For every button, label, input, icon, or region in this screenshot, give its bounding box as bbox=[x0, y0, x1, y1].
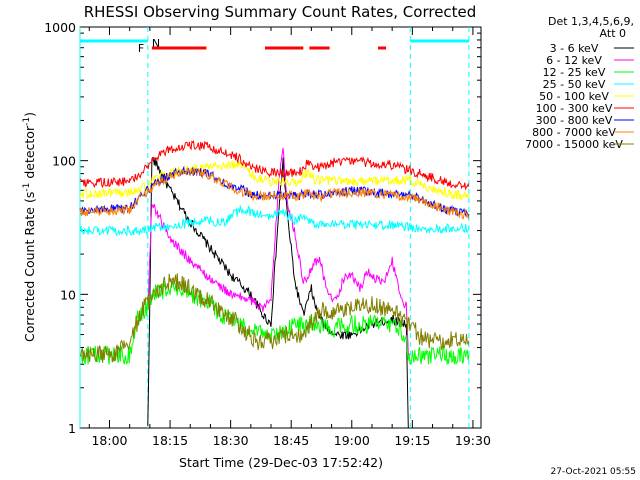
y-tick-label: 10 bbox=[60, 287, 76, 302]
x-tick-label: 18:15 bbox=[152, 433, 188, 448]
plot-area: 18:00 18:15 18:30 18:45 19:00 19:15 19:30 1 10 10… bbox=[44, 20, 491, 448]
y-axis-label-main: Corrected Count Rate (s bbox=[22, 192, 37, 342]
legend-entry-label: 3 - 6 keV bbox=[550, 42, 599, 55]
legend-header-line-1: Det 1,3,4,5,6,9, bbox=[548, 15, 634, 28]
x-tick-label: 18:30 bbox=[213, 433, 249, 448]
x-tick-label: 19:30 bbox=[455, 433, 491, 448]
x-tick-label: 19:15 bbox=[394, 433, 430, 448]
y-tick-label: 1000 bbox=[44, 20, 76, 35]
legend-entry-label: 300 - 800 keV bbox=[536, 114, 613, 127]
y-axis-label-mid: detector bbox=[22, 125, 37, 183]
y-axis-label-sup-1: -1 bbox=[22, 183, 32, 192]
y-tick-label: 100 bbox=[52, 154, 76, 169]
legend-entry-label: 100 - 300 keV bbox=[536, 102, 613, 115]
y-tick-label: 1 bbox=[68, 421, 76, 436]
chart-title: RHESSI Observing Summary Count Rates, Co… bbox=[84, 3, 477, 21]
series-line-3 bbox=[79, 205, 470, 237]
y-axis-label: Corrected Count Rate (s-1 detector-1) bbox=[22, 112, 37, 342]
x-tick-label: 18:00 bbox=[91, 433, 127, 448]
x-tick-label: 18:45 bbox=[273, 433, 309, 448]
svg-text:Corrected Count Rate (s-1 dete: Corrected Count Rate (s-1 detector-1) bbox=[22, 112, 37, 342]
series-line-5 bbox=[79, 139, 470, 191]
legend-entry-label: 6 - 12 keV bbox=[546, 54, 602, 67]
legend-entry-label: 12 - 25 keV bbox=[543, 66, 606, 79]
night-marker-label: N bbox=[152, 37, 160, 50]
legend-header-line-2: Att 0 bbox=[600, 27, 626, 40]
series-line-1 bbox=[147, 147, 409, 356]
x-axis-label: Start Time (29-Dec-03 17:52:42) bbox=[179, 455, 383, 470]
flare-marker-label: F bbox=[138, 42, 144, 55]
y-axis-label-sup-2: -1 bbox=[22, 117, 32, 126]
legend-entry-label: 50 - 100 keV bbox=[539, 90, 609, 103]
series-line-0 bbox=[147, 157, 409, 429]
legend-entry-label: 25 - 50 keV bbox=[543, 78, 606, 91]
timestamp: 27-Oct-2021 05:55 bbox=[551, 467, 636, 477]
legend-entry-label: 7000 - 15000 keV bbox=[525, 138, 623, 151]
x-tick-label: 19:00 bbox=[334, 433, 370, 448]
series-line-2 bbox=[79, 281, 470, 366]
series-line-6 bbox=[79, 165, 470, 219]
series-line-7 bbox=[79, 167, 470, 220]
legend-entry-label: 800 - 7000 keV bbox=[532, 126, 616, 139]
series-line-8 bbox=[79, 273, 470, 363]
series-line-4 bbox=[79, 159, 470, 201]
y-axis-label-end: ) bbox=[22, 112, 37, 117]
